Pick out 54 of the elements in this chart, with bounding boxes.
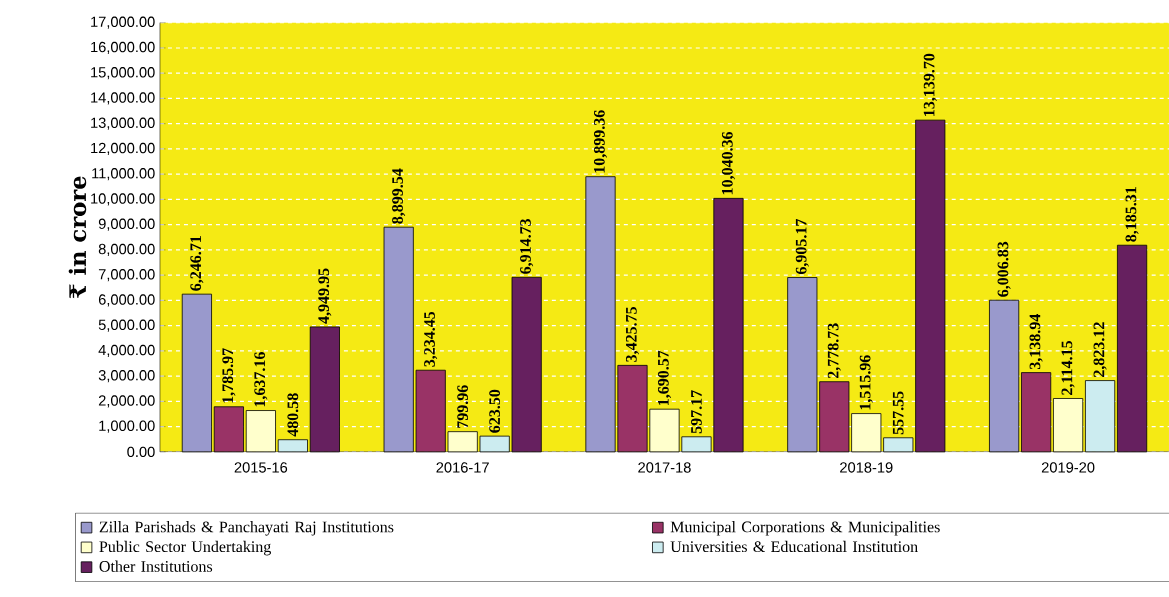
data-label: 6,914.73 xyxy=(520,218,534,274)
data-label: 2,778.73 xyxy=(827,323,841,379)
data-label: 799.96 xyxy=(457,385,469,428)
y-tick-label: 11,000.00 xyxy=(92,168,155,181)
data-label: 2,114.15 xyxy=(1061,340,1075,395)
x-tick-label: 2017-18 xyxy=(638,462,691,473)
y-tick-label: 10,000.00 xyxy=(91,193,155,206)
data-label: 3,138.94 xyxy=(1029,313,1043,369)
data-label: 6,246.71 xyxy=(190,235,204,291)
y-tick-label: 2,000.00 xyxy=(98,395,155,408)
data-label: 623.50 xyxy=(489,389,501,433)
data-label: 8,185.31 xyxy=(1125,187,1139,242)
y-tick-label: 4,000.00 xyxy=(98,344,155,357)
data-label: 10,899.36 xyxy=(593,110,608,173)
data-label: 1,637.16 xyxy=(254,352,268,407)
x-tick-label: 2019-20 xyxy=(1041,462,1095,473)
data-label: 2,823.12 xyxy=(1093,322,1107,377)
data-label: 1,785.97 xyxy=(222,348,236,403)
y-tick-label: 15,000.00 xyxy=(91,67,155,80)
x-tick-label: 2018-19 xyxy=(840,462,893,473)
data-label: 480.58 xyxy=(287,393,299,437)
y-tick-label: 5,000.00 xyxy=(98,319,155,332)
y-tick-label: 13,000.00 xyxy=(91,117,155,130)
data-label: 1,515.96 xyxy=(859,355,873,410)
y-tick-label: 1,000.00 xyxy=(99,420,155,433)
data-label: 10,040.36 xyxy=(721,131,736,195)
legend-label: Universities & Educational Institution xyxy=(670,540,918,553)
y-tick-label: 14,000.00 xyxy=(91,92,155,105)
y-tick-label: 7,000.00 xyxy=(98,269,155,282)
y-tick-label: 17,000.00 xyxy=(91,16,155,29)
data-label: 1,690.57 xyxy=(657,350,672,405)
y-tick-label: 12,000.00 xyxy=(91,142,155,155)
x-tick-label: 2016-17 xyxy=(436,462,489,473)
y-tick-label: 16,000.00 xyxy=(91,41,155,54)
legend-label: Public Sector Undertaking xyxy=(99,540,271,556)
data-label: 3,234.45 xyxy=(424,311,438,367)
x-tick-label: 2015-16 xyxy=(234,462,288,473)
legend-label: Other Institutions xyxy=(99,560,213,572)
y-tick-label: 6,000.00 xyxy=(98,294,155,307)
data-label: 3,425.75 xyxy=(625,306,640,362)
data-label: 13,139.70 xyxy=(923,53,937,116)
legend-label: Municipal Corporations & Municipalities xyxy=(670,521,940,536)
data-label: 557.55 xyxy=(892,391,904,435)
y-tick-label: 0.00 xyxy=(127,446,155,457)
y-tick-label: 9,000.00 xyxy=(98,218,155,231)
y-tick-label: 3,000.00 xyxy=(98,370,155,383)
data-label: 597.17 xyxy=(691,390,702,434)
y-tick-label: 8,000.00 xyxy=(98,243,155,256)
data-label: 6,905.17 xyxy=(795,218,809,274)
data-label: 8,899.54 xyxy=(392,168,406,224)
data-label: 6,006.83 xyxy=(997,241,1011,297)
y-axis-title: ₹ in crore xyxy=(68,176,87,299)
data-label: 4,949.95 xyxy=(318,268,332,324)
legend-label: Zilla Parishads & Panchayati Raj Institutions xyxy=(99,521,394,536)
